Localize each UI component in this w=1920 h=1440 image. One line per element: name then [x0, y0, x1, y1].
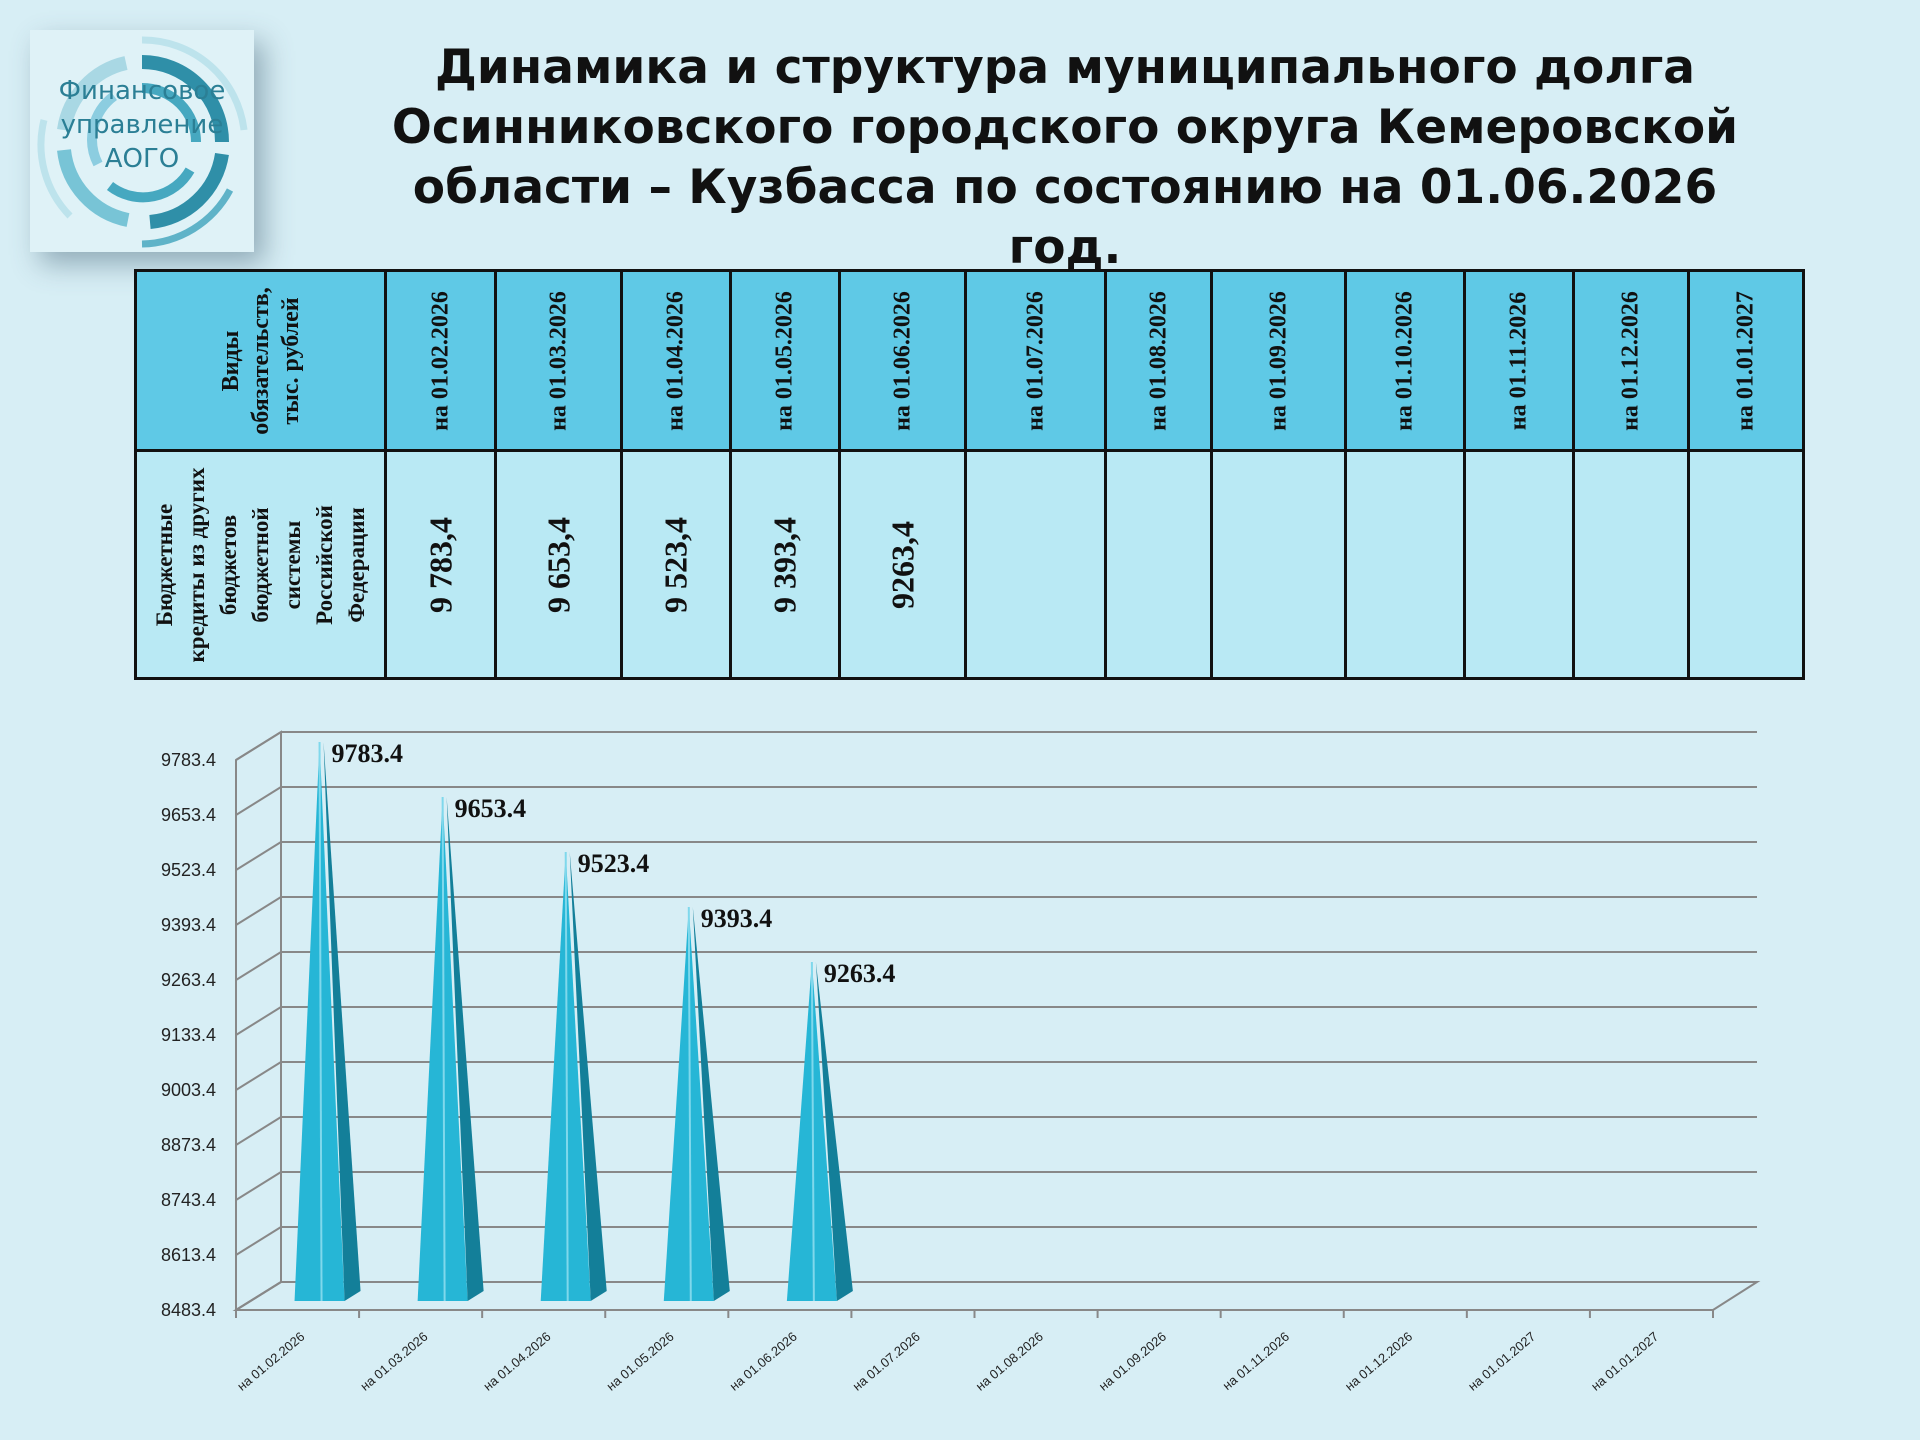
value-cell — [1104, 449, 1213, 680]
header-date-cell: на 01.08.2026 — [1104, 269, 1213, 452]
value-cell: 9 523,4 — [620, 449, 732, 680]
value-cell — [964, 449, 1107, 680]
header-date-cell: на 01.07.2026 — [964, 269, 1107, 452]
value-cell: 9 653,4 — [494, 449, 623, 680]
grid-line-diagonal — [235, 1006, 282, 1036]
value-cell — [1210, 449, 1347, 680]
table-row: Бюджетные кредиты из других бюджетов бюд… — [134, 449, 1805, 680]
logo: Финансовое управление АОГО — [30, 30, 254, 252]
header-date-cell: на 01.04.2026 — [620, 269, 732, 452]
grid-line-diagonal — [235, 731, 282, 761]
cone-bar-highlight — [318, 741, 323, 1302]
x-tick-label: на 01.12.2026 — [1342, 1329, 1415, 1394]
x-tick-label: на 01.04.2026 — [480, 1329, 553, 1394]
header-date-cell: на 01.02.2026 — [384, 269, 497, 452]
y-tick-label: 9653.4 — [161, 805, 216, 825]
header-date-cell: на 01.01.2027 — [1687, 269, 1805, 452]
cone-bar-highlight — [810, 961, 815, 1302]
grid-line-diagonal — [235, 1281, 282, 1311]
header-type-cell: Виды обязательств, тыс. рублей — [134, 269, 387, 452]
header-date-cell: на 01.03.2026 — [494, 269, 623, 452]
header-date-cell: на 01.05.2026 — [729, 269, 841, 452]
y-tick-label: 8613.4 — [161, 1245, 216, 1265]
y-tick-label: 9393.4 — [161, 915, 216, 935]
data-label: 9523.4 — [578, 849, 650, 878]
grid-line-diagonal — [235, 841, 282, 871]
value-cell — [1572, 449, 1690, 680]
data-label: 9263.4 — [824, 959, 896, 988]
logo-rings-icon — [37, 36, 248, 248]
x-tick-label: на 01.08.2026 — [973, 1329, 1046, 1394]
cone-bar-side — [569, 852, 607, 1301]
data-label: 9783.4 — [332, 739, 404, 768]
header-date-cell: на 01.11.2026 — [1463, 269, 1575, 452]
grid-line-diagonal — [235, 1226, 282, 1256]
grid-line-diagonal — [235, 896, 282, 926]
cone-bar-side — [692, 907, 730, 1301]
x-tick-label: на 01.03.2026 — [357, 1329, 430, 1394]
x-tick-label: на 01.09.2026 — [1096, 1329, 1169, 1394]
logo-text-line-3: АОГО — [104, 144, 180, 174]
x-tick-label: на 01.06.2026 — [727, 1329, 800, 1394]
header-date-cell: на 01.10.2026 — [1344, 269, 1466, 452]
y-tick-label: 8483.4 — [161, 1300, 216, 1320]
value-cell: 9 783,4 — [384, 449, 497, 680]
logo-text-line-2: управление — [60, 110, 224, 140]
x-tick-label: на 01.11.2026 — [1220, 1329, 1293, 1393]
cone-bar-highlight — [687, 906, 692, 1302]
grid-line-diagonal — [235, 1171, 282, 1201]
x-tick-label: на 01.01.2027 — [1588, 1329, 1661, 1394]
cone-bar-highlight — [564, 851, 569, 1302]
cone-bar-side — [446, 797, 484, 1301]
value-cell — [1463, 449, 1575, 680]
page-title: Динамика и структура муниципального долг… — [350, 38, 1780, 278]
y-tick-label: 8873.4 — [161, 1135, 216, 1155]
value-cell — [1344, 449, 1466, 680]
y-tick-label: 9263.4 — [161, 970, 216, 990]
header-date-cell: на 01.09.2026 — [1210, 269, 1347, 452]
data-label: 9393.4 — [701, 904, 773, 933]
grid-line-diagonal — [235, 951, 282, 981]
title-line-3: области – Кузбасса по состоянию на 01.06… — [412, 160, 1718, 275]
y-tick-label: 8743.4 — [161, 1190, 216, 1210]
table-header-row: Виды обязательств, тыс. рублей на 01.02.… — [134, 269, 1805, 452]
title-line-1: Динамика и структура муниципального долг… — [435, 40, 1695, 95]
value-cell — [1687, 449, 1805, 680]
value-cell: 9263,4 — [838, 449, 967, 680]
y-tick-label: 9523.4 — [161, 860, 216, 880]
grid-line-diagonal — [235, 1061, 282, 1091]
row-label-cell: Бюджетные кредиты из других бюджетов бюд… — [134, 449, 387, 680]
x-tick-label: на 01.05.2026 — [603, 1329, 676, 1394]
y-tick-label: 9783.4 — [161, 750, 216, 770]
grid-line-diagonal — [235, 1116, 282, 1146]
cone-bar-side — [815, 962, 853, 1301]
y-tick-label: 9003.4 — [161, 1080, 216, 1100]
value-cell: 9 393,4 — [729, 449, 841, 680]
header-date-cell: на 01.12.2026 — [1572, 269, 1690, 452]
debt-table: Виды обязательств, тыс. рублей на 01.02.… — [134, 269, 1805, 680]
x-tick-label: на 01.01.2027 — [1465, 1329, 1538, 1394]
logo-text-line-1: Финансовое — [58, 76, 226, 106]
title-line-2: Осинниковского городского округа Кемеров… — [391, 100, 1739, 155]
header-date-cell: на 01.06.2026 — [838, 269, 967, 452]
cone-bar-highlight — [441, 796, 446, 1302]
x-tick-label: на 01.02.2026 — [234, 1329, 307, 1394]
y-tick-label: 9133.4 — [161, 1025, 216, 1045]
grid-line-diagonal — [235, 786, 282, 816]
data-label: 9653.4 — [455, 794, 527, 823]
cone-bar-side — [323, 742, 361, 1301]
x-tick-label: на 01.07.2026 — [850, 1329, 923, 1394]
